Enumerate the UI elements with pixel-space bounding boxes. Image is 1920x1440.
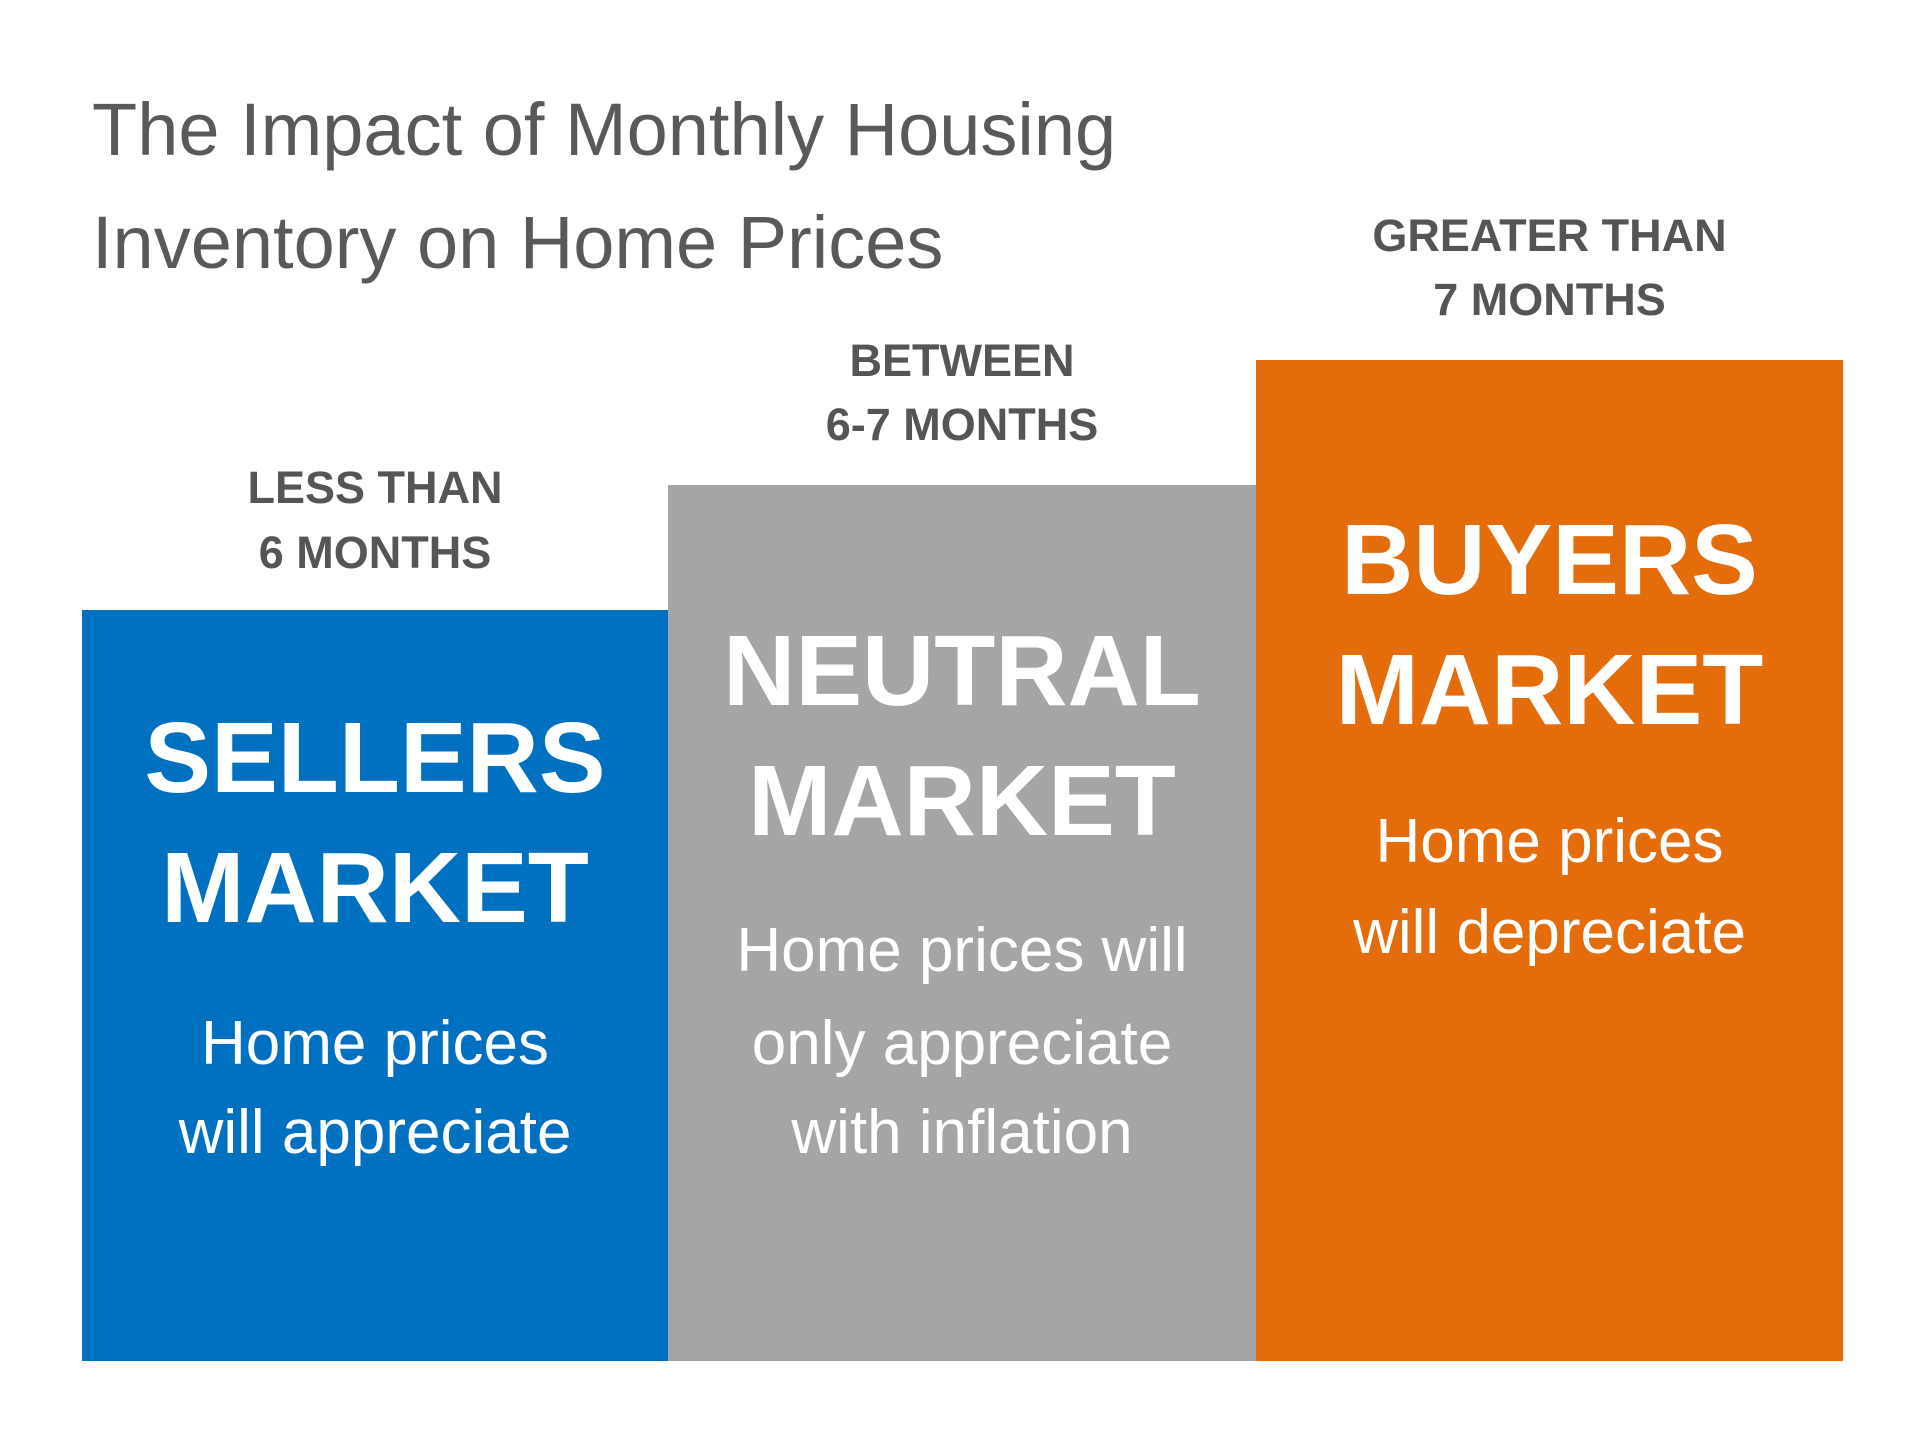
title-line: Inventory on Home Prices [92,201,943,284]
market-description: will appreciate [178,1098,572,1167]
market-name: NEUTRAL [723,615,1201,727]
market-name: MARKET [1336,634,1764,746]
market-description: Home prices [1376,807,1724,876]
market-box [1256,360,1843,1361]
market-description: with inflation [790,1098,1132,1167]
market-name: MARKET [748,745,1176,857]
range-label: GREATER THAN [1372,210,1726,261]
range-label: LESS THAN [247,462,502,513]
title-line: The Impact of Monthly Housing [92,88,1116,171]
market-name: MARKET [161,832,589,944]
market-box [668,485,1256,1361]
range-label: 6-7 MONTHS [826,399,1099,450]
market-description: Home prices [201,1009,549,1078]
market-description: only appreciate [752,1009,1173,1078]
range-label: 6 MONTHS [259,527,492,578]
range-label: BETWEEN [850,335,1075,386]
market-description: will depreciate [1352,898,1746,967]
market-box [82,610,668,1361]
market-name: BUYERS [1341,504,1758,616]
range-label: 7 MONTHS [1433,274,1666,325]
market-name: SELLERS [144,702,605,814]
market-description: Home prices will [736,916,1187,985]
